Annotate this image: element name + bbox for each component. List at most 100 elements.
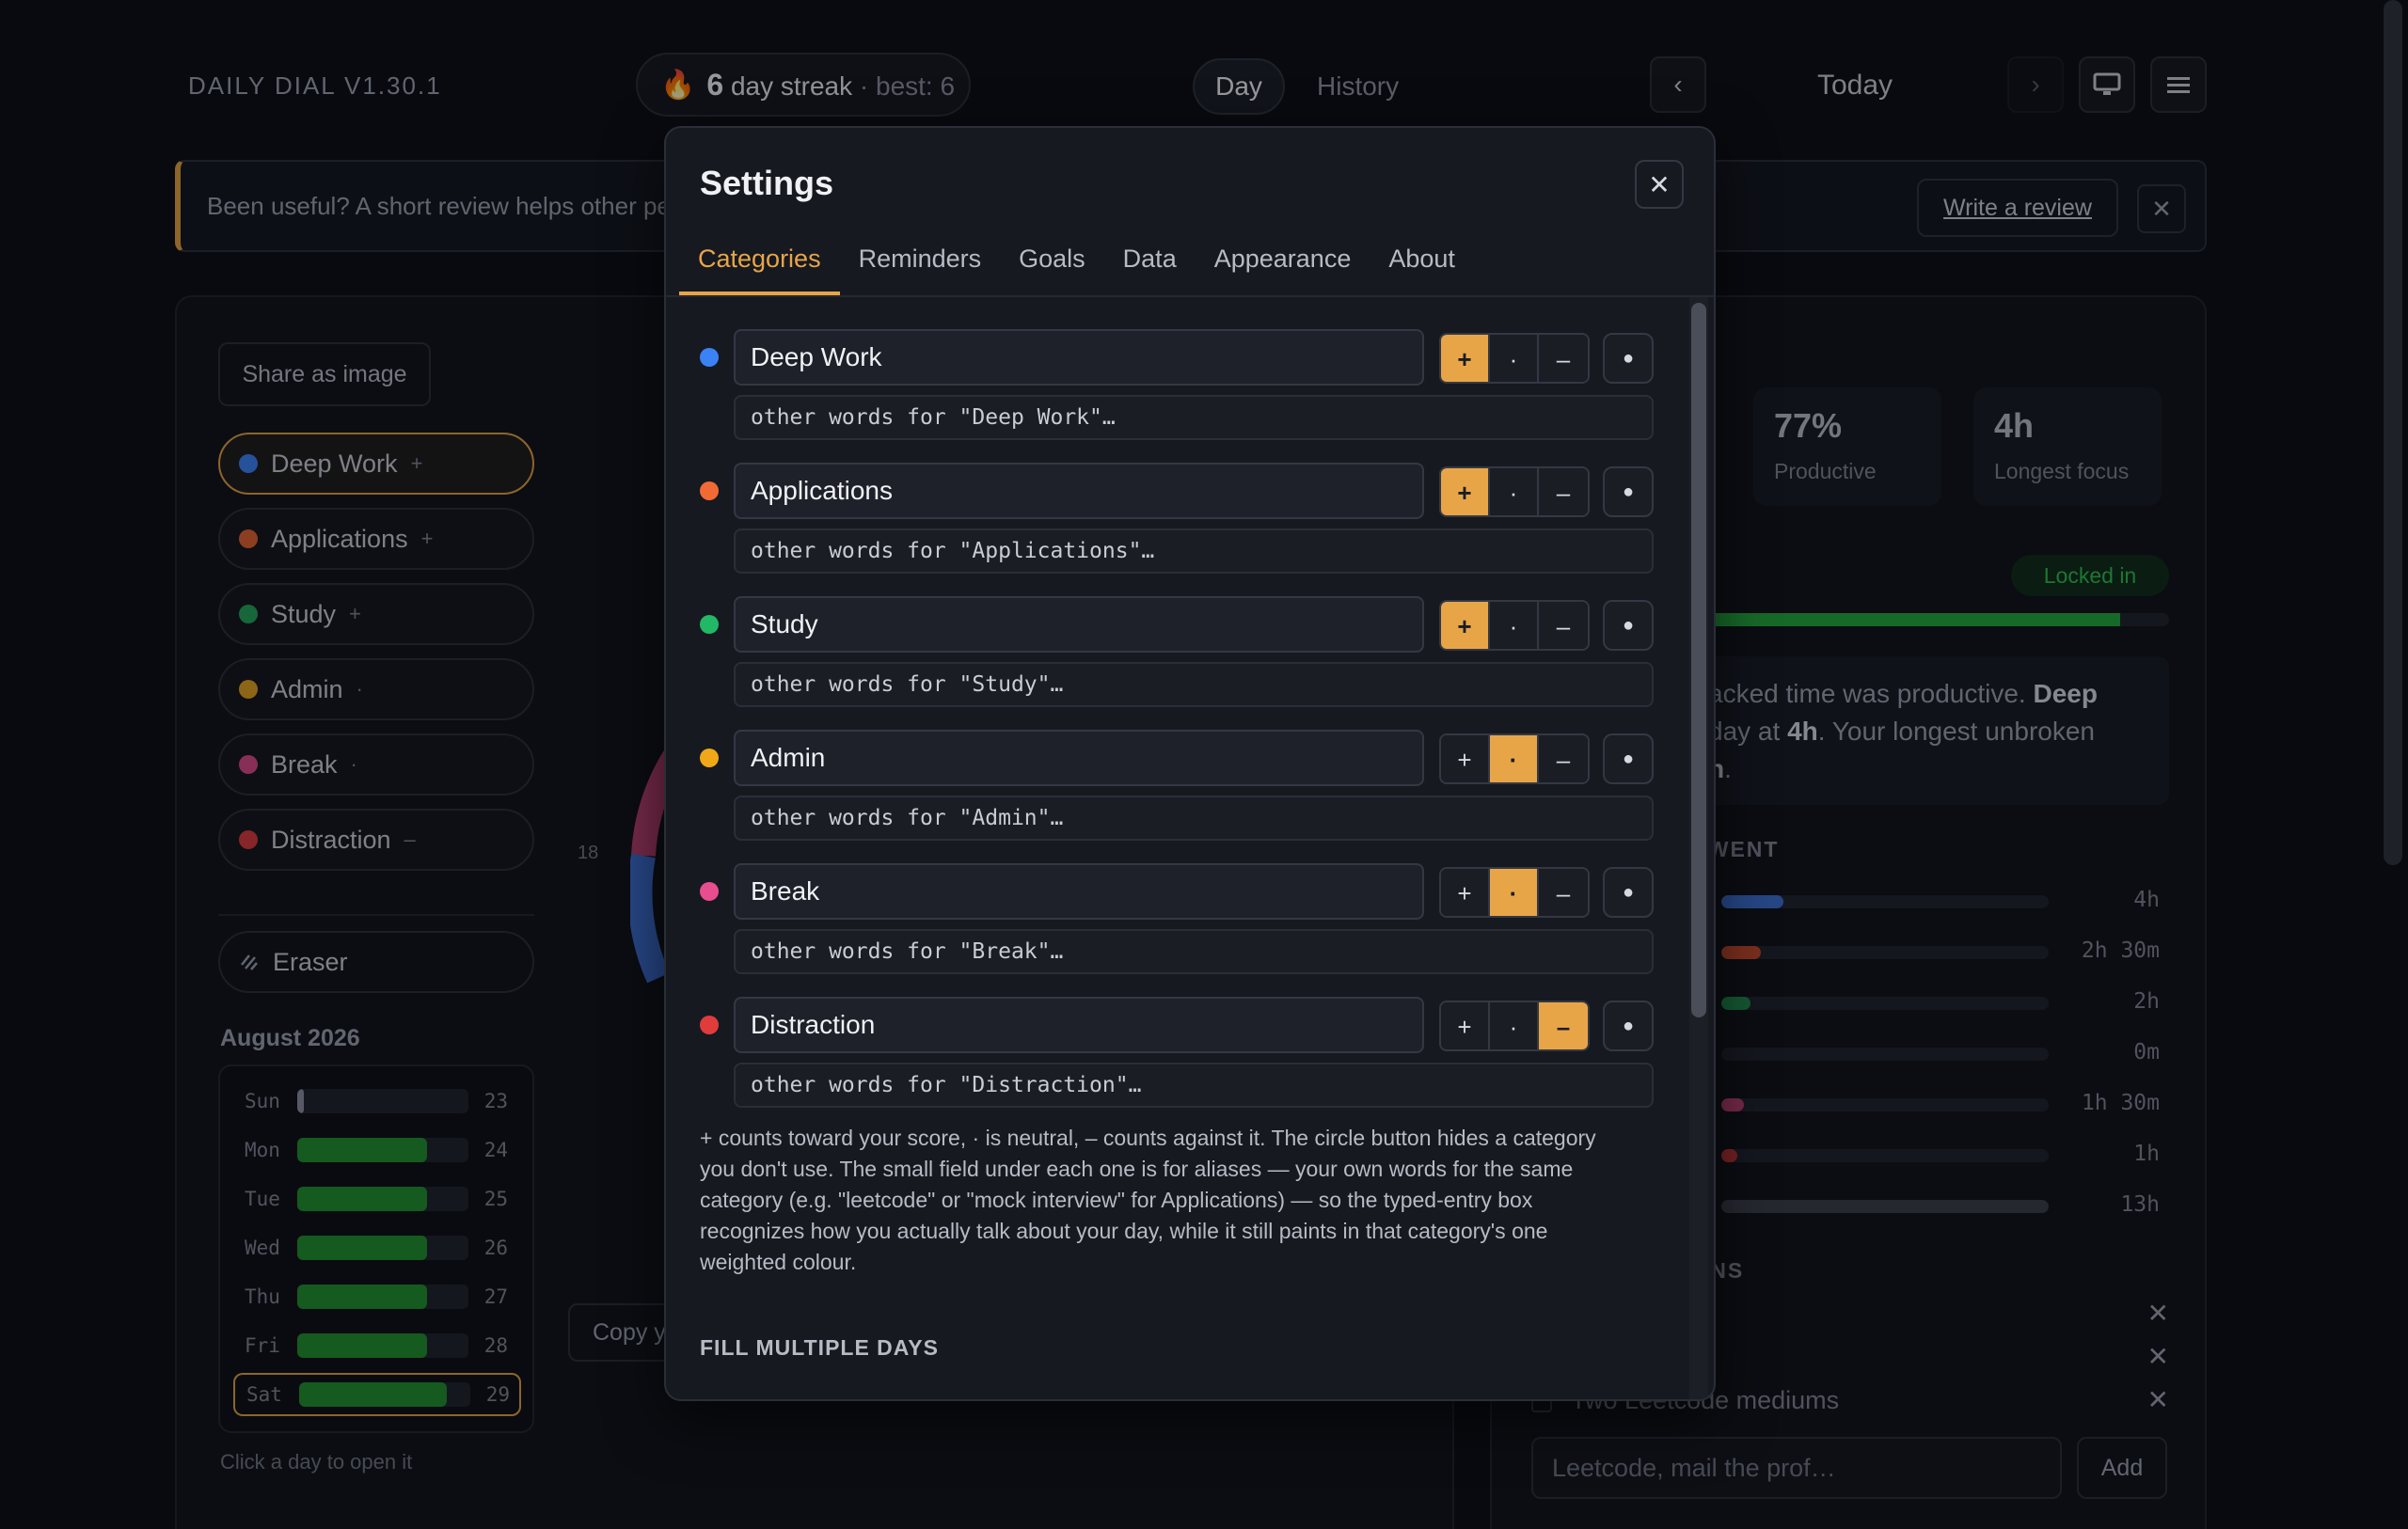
copy-button[interactable]: Copy y	[568, 1303, 681, 1362]
calendar-day[interactable]: Wed 26	[233, 1226, 521, 1269]
weight-positive-button[interactable]: +	[1441, 602, 1490, 649]
alias-input[interactable]: other words for "Study"…	[734, 662, 1654, 707]
weight-neutral-button[interactable]: ·	[1490, 335, 1539, 382]
menu-icon	[2167, 77, 2190, 93]
display-button[interactable]	[2079, 56, 2135, 113]
category-color-dot	[239, 605, 258, 623]
day-name: Mon	[245, 1139, 280, 1161]
breakdown-track	[1721, 1048, 2049, 1061]
weight-neutral-button[interactable]: ·	[1490, 468, 1539, 515]
breakdown-time: 1h 30m	[2081, 1091, 2160, 1115]
settings-close-button[interactable]: ✕	[1635, 160, 1684, 209]
category-color-dot[interactable]	[700, 348, 719, 367]
day-progress-track	[297, 1236, 468, 1260]
day-date: 26	[483, 1237, 508, 1259]
add-intention-button[interactable]: Add	[2077, 1437, 2167, 1499]
settings-scrollbar[interactable]	[1691, 303, 1706, 1017]
category-pill[interactable]: Break ·	[218, 733, 534, 796]
category-name-input[interactable]: Applications	[734, 463, 1424, 519]
weight-neutral-button[interactable]: ·	[1490, 1002, 1539, 1049]
write-review-button[interactable]: Write a review	[1917, 179, 2118, 237]
weight-negative-button[interactable]: –	[1539, 468, 1588, 515]
weight-positive-button[interactable]: +	[1441, 1002, 1490, 1049]
hide-category-button[interactable]: ●	[1603, 1001, 1654, 1051]
tab-data[interactable]: Data	[1122, 244, 1177, 273]
calendar-day[interactable]: Tue 25	[233, 1177, 521, 1221]
app-title: DAILY DIAL V1.30.1	[188, 71, 442, 100]
tab-appearance[interactable]: Appearance	[1213, 244, 1352, 273]
category-name-input[interactable]: Distraction	[734, 997, 1424, 1053]
tab-history[interactable]: History	[1317, 71, 1400, 101]
tab-about[interactable]: About	[1388, 244, 1455, 273]
tab-day[interactable]: Day	[1193, 58, 1285, 115]
menu-button[interactable]	[2150, 56, 2207, 113]
tabs-divider	[666, 295, 1714, 297]
category-name: Study	[271, 599, 337, 628]
next-day-button[interactable]: ›	[2007, 56, 2064, 113]
hide-category-button[interactable]: ●	[1603, 333, 1654, 384]
category-color-dot[interactable]	[700, 615, 719, 634]
alias-input[interactable]: other words for "Applications"…	[734, 528, 1654, 574]
category-editor-row: Applications + · – ● other words for "Applica…	[700, 463, 1654, 585]
alias-input[interactable]: other words for "Distraction"…	[734, 1063, 1654, 1108]
tab-goals[interactable]: Goals	[1019, 244, 1085, 273]
remove-intention-icon[interactable]: ✕	[2147, 1342, 2169, 1371]
category-name-input[interactable]: Deep Work	[734, 329, 1424, 386]
alias-input[interactable]: other words for "Admin"…	[734, 796, 1654, 841]
category-pill[interactable]: Deep Work +	[218, 433, 534, 495]
calendar-day[interactable]: Thu 27	[233, 1275, 521, 1318]
remove-intention-icon[interactable]: ✕	[2147, 1385, 2169, 1414]
share-image-button[interactable]: Share as image	[218, 342, 431, 406]
weight-positive-button[interactable]: +	[1441, 869, 1490, 916]
category-name: Applications	[271, 524, 408, 553]
day-date: 25	[483, 1188, 508, 1210]
time-breakdown-row: 13h	[1684, 1192, 2169, 1219]
banner-close-button[interactable]: ✕	[2137, 184, 2186, 233]
tab-categories[interactable]: Categories	[679, 233, 840, 295]
category-color-dot[interactable]	[700, 882, 719, 901]
category-weight: ·	[350, 752, 357, 776]
calendar-day[interactable]: Sat 29	[233, 1373, 521, 1416]
page-scrollbar[interactable]	[2384, 0, 2402, 865]
fill-multiple-days-heading: FILL MULTIPLE DAYS	[700, 1335, 939, 1360]
category-color-dot[interactable]	[700, 481, 719, 500]
hide-category-button[interactable]: ●	[1603, 867, 1654, 918]
eraser-tool[interactable]: Eraser	[218, 931, 534, 993]
hide-category-button[interactable]: ●	[1603, 466, 1654, 517]
weight-neutral-button[interactable]: ·	[1490, 735, 1539, 782]
circle-icon: ●	[1622, 881, 1635, 903]
weight-negative-button[interactable]: –	[1539, 1002, 1588, 1049]
weight-negative-button[interactable]: –	[1539, 735, 1588, 782]
hide-category-button[interactable]: ●	[1603, 600, 1654, 651]
calendar-day[interactable]: Mon 24	[233, 1128, 521, 1172]
weight-neutral-button[interactable]: ·	[1490, 869, 1539, 916]
stat-label: Longest focus	[1994, 459, 2130, 483]
category-name-input[interactable]: Break	[734, 863, 1424, 920]
weight-negative-button[interactable]: –	[1539, 869, 1588, 916]
weight-positive-button[interactable]: +	[1441, 468, 1490, 515]
day-date: 28	[483, 1334, 508, 1357]
prev-day-button[interactable]: ‹	[1650, 56, 1706, 113]
intention-input[interactable]: Leetcode, mail the prof…	[1531, 1437, 2062, 1499]
calendar-day[interactable]: Fri 28	[233, 1324, 521, 1367]
category-color-dot	[239, 755, 258, 774]
remove-intention-icon[interactable]: ✕	[2147, 1299, 2169, 1328]
calendar-day[interactable]: Sun 23	[233, 1080, 521, 1123]
weight-neutral-button[interactable]: ·	[1490, 602, 1539, 649]
weight-negative-button[interactable]: –	[1539, 602, 1588, 649]
category-pill[interactable]: Study +	[218, 583, 534, 645]
category-pill[interactable]: Admin ·	[218, 658, 534, 720]
category-color-dot[interactable]	[700, 1016, 719, 1034]
alias-input[interactable]: other words for "Deep Work"…	[734, 395, 1654, 440]
weight-positive-button[interactable]: +	[1441, 735, 1490, 782]
category-pill[interactable]: Applications +	[218, 508, 534, 570]
category-pill[interactable]: Distraction –	[218, 809, 534, 871]
category-name-input[interactable]: Study	[734, 596, 1424, 653]
weight-negative-button[interactable]: –	[1539, 335, 1588, 382]
hide-category-button[interactable]: ●	[1603, 733, 1654, 784]
tab-reminders[interactable]: Reminders	[858, 244, 982, 273]
weight-positive-button[interactable]: +	[1441, 335, 1490, 382]
category-color-dot[interactable]	[700, 749, 719, 767]
alias-input[interactable]: other words for "Break"…	[734, 929, 1654, 974]
category-name-input[interactable]: Admin	[734, 730, 1424, 786]
